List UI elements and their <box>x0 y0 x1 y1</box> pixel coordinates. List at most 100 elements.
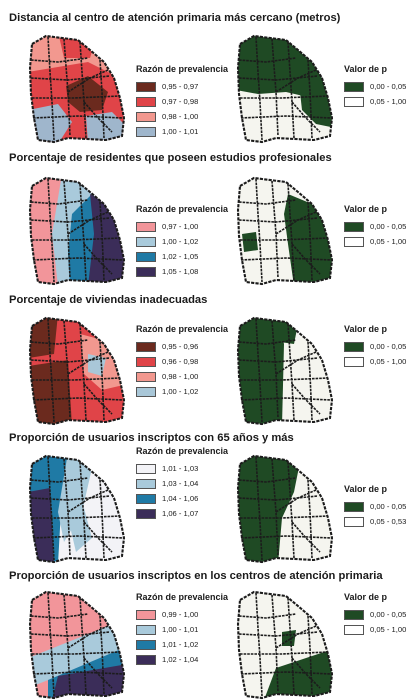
legend-item: 0,95 - 0,97 <box>136 79 228 94</box>
legend-item: 0,00 - 0,05 <box>344 79 406 94</box>
p-value-legend: Valor de p 0,00 - 0,05 0,05 - 1,00 <box>344 592 406 637</box>
legend-swatch <box>344 516 364 527</box>
panel-distance: Distancia al centro de atención primaria… <box>0 12 418 144</box>
legend-title: Razón de prevalencia <box>136 204 229 214</box>
legend-item: 0,00 - 0,05 <box>344 499 406 514</box>
legend-label: 0,96 - 0,98 <box>162 357 199 366</box>
legend-item: 1,04 - 1,06 <box>136 491 228 506</box>
prevalence-map <box>28 316 126 426</box>
panel-title: Distancia al centro de atención primaria… <box>9 12 341 24</box>
legend-swatch <box>136 221 156 232</box>
p-value-map <box>236 454 334 564</box>
legend-label: 1,01 - 1,02 <box>162 640 199 649</box>
prevalence-legend: Razón de prevalencia 0,95 - 0,96 0,96 - … <box>136 324 228 399</box>
legend-label: 0,00 - 0,05 <box>370 222 407 231</box>
legend-label: 1,04 - 1,06 <box>162 494 199 503</box>
panel-housing: Porcentaje de viviendas inadecuadas Razó… <box>0 294 418 426</box>
legend-swatch <box>136 624 156 635</box>
legend-label: 0,97 - 0,98 <box>162 97 199 106</box>
prevalence-legend: Razón de prevalencia 0,95 - 0,97 0,97 - … <box>136 64 228 139</box>
legend-item: 0,05 - 1,00 <box>344 234 406 249</box>
panel-age65: Proporción de usuarios inscriptos con 65… <box>0 432 418 564</box>
legend-swatch <box>344 81 364 92</box>
legend-item: 1,06 - 1,07 <box>136 506 228 521</box>
legend-item: 0,95 - 0,96 <box>136 339 228 354</box>
legend-swatch <box>136 463 156 474</box>
legend-swatch <box>344 356 364 367</box>
panel-education: Porcentaje de residentes que poseen estu… <box>0 152 418 286</box>
prevalence-map <box>28 176 126 286</box>
legend-label: 1,00 - 1,01 <box>162 127 199 136</box>
legend-title: Valor de p <box>344 484 388 494</box>
legend-swatch <box>136 508 156 519</box>
p-value-legend: Valor de p 0,00 - 0,05 0,05 - 0,53 <box>344 484 406 529</box>
legend-item: 1,05 - 1,08 <box>136 264 228 279</box>
legend-swatch <box>136 251 156 262</box>
legend-title: Valor de p <box>344 324 388 334</box>
legend-label: 0,98 - 1,00 <box>162 372 199 381</box>
panel-enrollment: Proporción de usuarios inscriptos en los… <box>0 570 418 700</box>
legend-label: 1,03 - 1,04 <box>162 479 199 488</box>
legend-swatch <box>344 624 364 635</box>
legend-item: 0,98 - 1,00 <box>136 109 228 124</box>
legend-item: 0,00 - 0,05 <box>344 219 406 234</box>
legend-title: Razón de prevalencia <box>136 324 229 334</box>
prevalence-map <box>28 590 126 700</box>
legend-label: 0,00 - 0,05 <box>370 82 407 91</box>
legend-label: 1,02 - 1,04 <box>162 655 199 664</box>
legend-item: 0,99 - 1,00 <box>136 607 228 622</box>
legend-title: Valor de p <box>344 592 388 602</box>
legend-item: 1,01 - 1,03 <box>136 461 228 476</box>
panel-title: Porcentaje de viviendas inadecuadas <box>9 294 208 306</box>
legend-swatch <box>344 341 364 352</box>
legend-swatch <box>136 493 156 504</box>
legend-swatch <box>344 236 364 247</box>
legend-item: 0,05 - 1,00 <box>344 622 406 637</box>
legend-swatch <box>136 266 156 277</box>
legend-item: 0,00 - 0,05 <box>344 607 406 622</box>
prevalence-legend: Razón de prevalencia 0,97 - 1,00 1,00 - … <box>136 204 228 279</box>
legend-item: 0,96 - 0,98 <box>136 354 228 369</box>
p-value-map <box>236 316 334 426</box>
legend-item: 0,98 - 1,00 <box>136 369 228 384</box>
legend-swatch <box>136 111 156 122</box>
legend-swatch <box>344 221 364 232</box>
legend-swatch <box>344 96 364 107</box>
legend-label: 0,98 - 1,00 <box>162 112 199 121</box>
legend-label: 0,05 - 0,53 <box>370 517 407 526</box>
legend-label: 1,02 - 1,05 <box>162 252 199 261</box>
legend-item: 1,00 - 1,02 <box>136 384 228 399</box>
legend-item: 1,00 - 1,01 <box>136 124 228 139</box>
p-value-map <box>236 590 334 700</box>
legend-swatch <box>136 81 156 92</box>
legend-swatch <box>136 341 156 352</box>
legend-label: 0,00 - 0,05 <box>370 610 407 619</box>
legend-label: 0,00 - 0,05 <box>370 342 407 351</box>
panel-title: Proporción de usuarios inscriptos con 65… <box>9 432 294 444</box>
legend-item: 0,97 - 1,00 <box>136 219 228 234</box>
legend-item: 1,02 - 1,05 <box>136 249 228 264</box>
legend-label: 1,00 - 1,01 <box>162 625 199 634</box>
legend-label: 0,97 - 1,00 <box>162 222 199 231</box>
prevalence-map <box>28 34 126 144</box>
legend-swatch <box>136 236 156 247</box>
legend-item: 0,00 - 0,05 <box>344 339 406 354</box>
legend-swatch <box>136 654 156 665</box>
legend-label: 1,00 - 1,02 <box>162 237 199 246</box>
legend-label: 0,05 - 1,00 <box>370 97 407 106</box>
legend-title: Valor de p <box>344 204 388 214</box>
legend-swatch <box>136 356 156 367</box>
legend-title: Razón de prevalencia <box>136 592 229 602</box>
legend-item: 1,00 - 1,01 <box>136 622 228 637</box>
prevalence-legend: Razón de prevalencia 0,99 - 1,00 1,00 - … <box>136 592 228 667</box>
legend-label: 1,00 - 1,02 <box>162 387 199 396</box>
p-value-legend: Valor de p 0,00 - 0,05 0,05 - 1,00 <box>344 64 406 109</box>
legend-item: 0,05 - 1,00 <box>344 94 406 109</box>
legend-swatch <box>136 609 156 620</box>
legend-item: 1,02 - 1,04 <box>136 652 228 667</box>
p-value-map <box>236 34 334 144</box>
legend-label: 1,01 - 1,03 <box>162 464 199 473</box>
legend-swatch <box>344 501 364 512</box>
legend-title: Razón de prevalencia <box>136 64 229 74</box>
legend-swatch <box>136 126 156 137</box>
